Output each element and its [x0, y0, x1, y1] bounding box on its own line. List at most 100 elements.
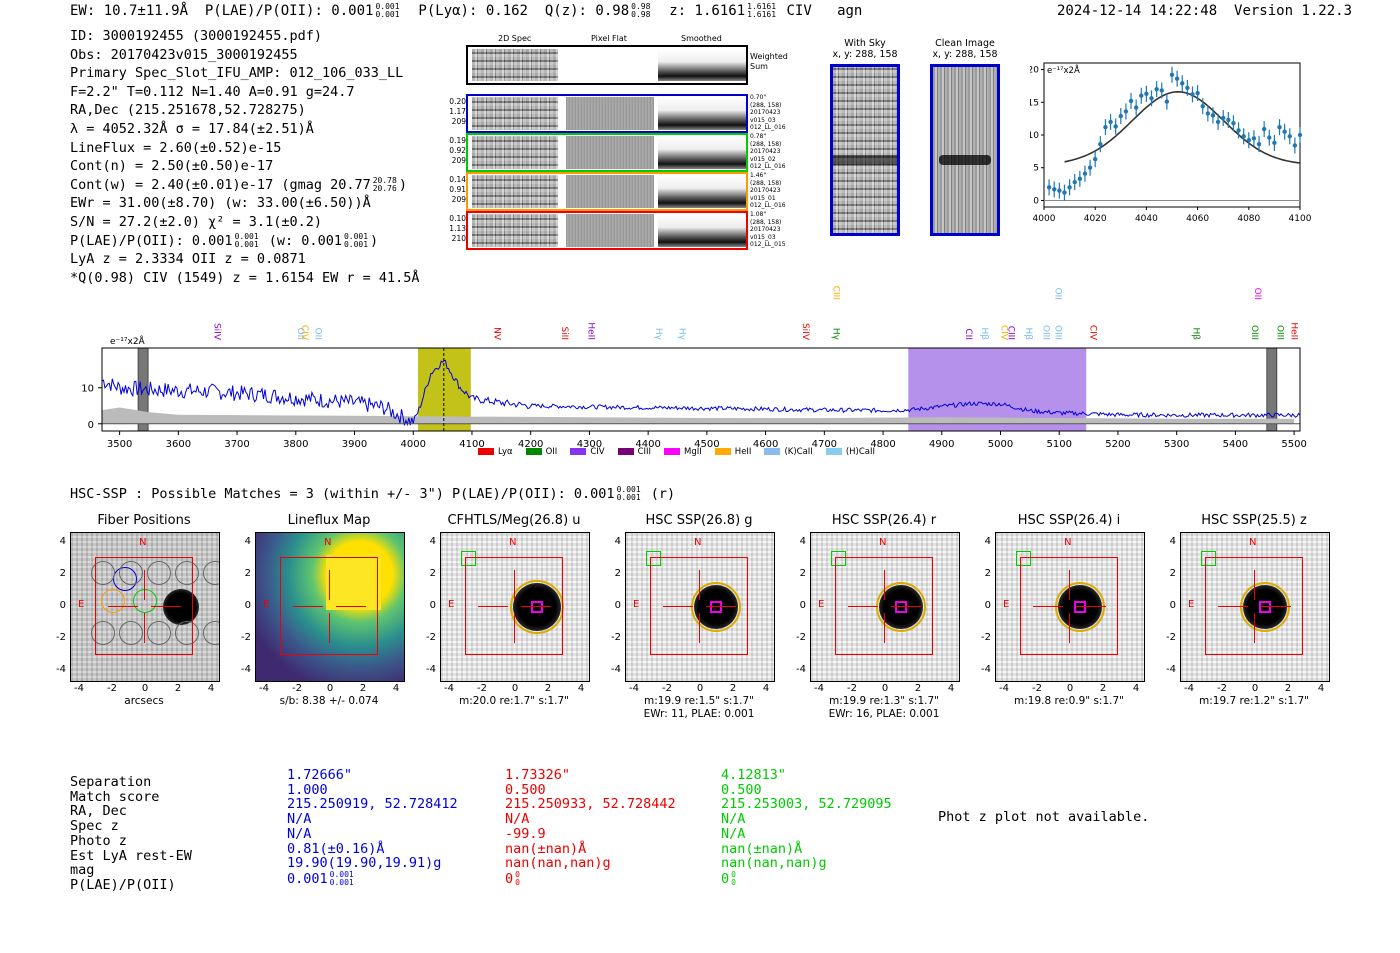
- mask-band: [1266, 347, 1278, 432]
- fiber-circle: [91, 621, 115, 645]
- cutout-right-value: v015_01: [750, 194, 776, 202]
- emission-line-label: CIII: [830, 286, 840, 300]
- panel-x-tick: 0: [1251, 683, 1259, 694]
- info-plae-w-sup: 0.001: [343, 231, 369, 241]
- panel-x-tick: -2: [1032, 683, 1042, 694]
- crosshair-v: [514, 570, 515, 600]
- crosshair-v: [144, 570, 145, 600]
- with-sky-xy: x, y: 288, 158: [832, 49, 898, 60]
- cutout-left-value: 209: [451, 156, 466, 165]
- info-plae-w-sub: 0.001: [343, 239, 369, 249]
- zoom-data-point: [1261, 126, 1267, 132]
- info-lineflux: LineFlux = 2.60(±0.52)e-15: [70, 139, 282, 156]
- header-qz: Q(z): 0.98: [544, 3, 630, 19]
- info-lya: LyA z = 2.3334 OII z = 0.0871: [70, 251, 306, 268]
- cutout-row: [466, 133, 748, 172]
- aperture-ellipse: [1055, 582, 1105, 632]
- table-row-label: Match score: [70, 788, 160, 805]
- spectrum-legend: Lyα OII CIV CIII MgII HeII (K)CaII (H)CaII: [478, 447, 888, 457]
- zoom-data-point: [1113, 124, 1118, 129]
- spectrum-x-tick-label: 5400: [1223, 439, 1248, 450]
- panel-xlabel: m:19.7 re:1.2" s:1.7": [1199, 695, 1309, 707]
- match-value: -99.9: [505, 825, 546, 842]
- zoom-data-point: [1272, 140, 1277, 146]
- zoom-unit-label: e⁻¹⁷x2Å: [1047, 64, 1080, 76]
- zoom-x-tick-label: 4040: [1135, 214, 1158, 224]
- match-value: 0.500: [721, 781, 762, 798]
- crosshair-h2: [1261, 606, 1291, 607]
- cutout-right-value: 20170423: [750, 148, 781, 156]
- header-class: agn: [837, 3, 863, 19]
- panel-y-tick: -2: [56, 632, 66, 643]
- catalog-marker: [895, 601, 907, 613]
- crosshair-v: [329, 570, 330, 600]
- info-primary: Primary Spec_Slot_IFU_AMP: 012_106_033_L…: [70, 65, 404, 82]
- crosshair-v2: [699, 613, 700, 643]
- panel-x-tick: 4: [947, 683, 955, 694]
- panel-y-tick: -2: [1166, 632, 1176, 643]
- spectrum-x-tick-label: 5100: [1046, 439, 1071, 450]
- crosshair-h: [293, 606, 323, 607]
- info-id: ID: 3000192455 (3000192455.pdf): [70, 28, 322, 44]
- panel-y-tick: -2: [241, 632, 251, 643]
- zoom-data-point: [1098, 141, 1103, 147]
- zoom-data-point: [1128, 98, 1134, 104]
- north-label: N: [694, 537, 702, 548]
- panel-xlabel: m:19.9 re:1.5" s:1.7": [644, 695, 754, 707]
- match-column: 1.73326" 0.500 215.250933, 52.728442 N/A -99…: [505, 768, 676, 887]
- cutout-right-value: 1.46": [750, 172, 767, 179]
- panel-x-tick: 2: [1099, 683, 1107, 694]
- zoom-data-point: [1067, 185, 1072, 190]
- fiber-circle: [91, 561, 115, 585]
- table-row-label: Separation: [70, 774, 152, 790]
- info-contw: Cont(w) = 2.40(±0.01)e-17 (gmag 20.77 20.…: [70, 175, 407, 193]
- zoom-data-point: [1251, 136, 1257, 141]
- cutout-left-value: 210: [451, 234, 466, 243]
- panel-x-tick: -2: [107, 683, 117, 694]
- match-value: 19.90(19.90,19.91)g: [287, 855, 442, 872]
- with-sky-line: [833, 155, 897, 165]
- zoom-data-point: [1077, 176, 1083, 182]
- cutout-row: [466, 211, 748, 250]
- zoom-data-point: [1174, 76, 1180, 81]
- crosshair-v: [699, 570, 700, 600]
- green-marker: [461, 551, 476, 566]
- panel-y-tick: -4: [981, 664, 991, 675]
- crosshair-v2: [329, 613, 330, 643]
- match-plae-sup: 0: [731, 869, 736, 879]
- fiber-circle: [203, 621, 219, 645]
- fiber-circle: [203, 561, 219, 585]
- panel-title: Fiber Positions: [97, 513, 191, 528]
- match-value: nan(nan,nan)g: [505, 855, 611, 872]
- match-value: 215.250933, 52.728442: [505, 796, 676, 813]
- cutout-left-value: 0.20: [449, 97, 466, 106]
- east-label: E: [1003, 599, 1010, 610]
- panel-y-tick: -4: [796, 664, 806, 675]
- panel-title: HSC SSP(26.8) g: [645, 513, 753, 528]
- legend-label: MgII: [684, 447, 702, 457]
- crosshair-v2: [144, 613, 145, 643]
- panel-y-tick: 2: [984, 568, 991, 579]
- panel-y-tick: 0: [984, 600, 991, 611]
- spectrum-y-tick-label: 10: [81, 384, 94, 395]
- crosshair-h2: [891, 606, 921, 607]
- cutout-right-stats: 0.70" (288, 158) 20170423 v015_03 012_LL_016: [750, 94, 786, 132]
- match-value: N/A: [287, 825, 312, 842]
- panel-y-tick: -2: [796, 632, 806, 643]
- header-z-sup: 1.6161: [747, 2, 777, 11]
- panel-note: EWr: 16, PLAE: 0.001: [828, 708, 940, 720]
- info-plae: P(LAE)/P(OII): 0.001 0.001 0.001 (w: 0.001…: [70, 231, 379, 249]
- col-pixel-flat: Pixel Flat: [591, 34, 627, 43]
- spectrum-x-tick-label: 5500: [1281, 439, 1306, 450]
- match-value: 215.253003, 52.729095: [721, 796, 892, 813]
- table-row-label: Spec z: [70, 818, 119, 835]
- clean-image: [930, 64, 1000, 236]
- catalog-marker: [1259, 601, 1271, 613]
- spectrum-x-tick-label: 4700: [812, 439, 837, 450]
- panel-y-tick: -2: [981, 632, 991, 643]
- legend-item: (H)CaII: [825, 447, 875, 457]
- cutout-right-value: 1.08": [750, 211, 767, 218]
